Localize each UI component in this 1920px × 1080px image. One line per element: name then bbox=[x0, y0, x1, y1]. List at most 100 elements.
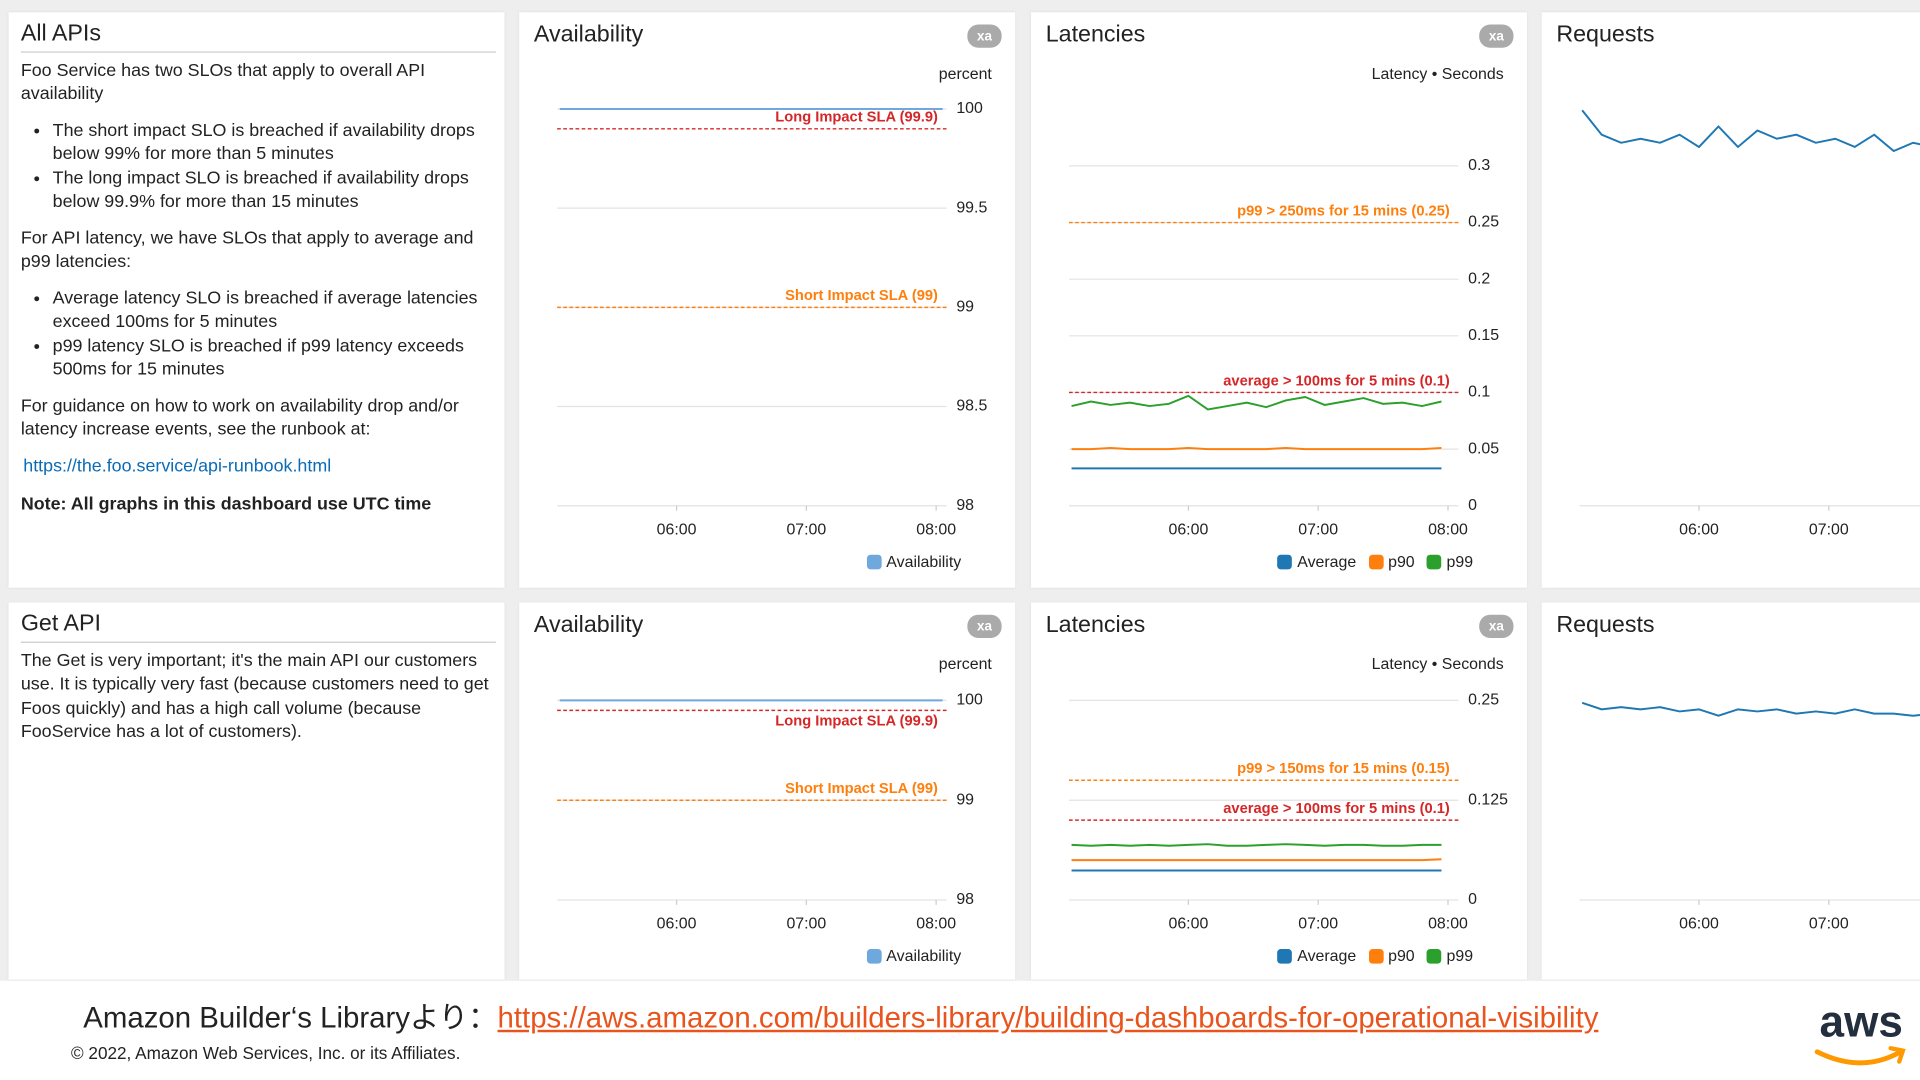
x-tick-label: 07:00 bbox=[1809, 521, 1849, 538]
panel: Availability xa percent 98 98.5 99 99.5 100 06:0… bbox=[519, 12, 1016, 588]
source-prefix: Amazon Builder‘s Libraryより： bbox=[83, 1001, 498, 1035]
chart: Latencies xa Latency • Seconds 0 0.125 0.25 06… bbox=[1046, 611, 1514, 933]
chart-title: Latencies bbox=[1046, 21, 1146, 47]
panel-title: Get API bbox=[20, 612, 496, 643]
legend-label: Availability bbox=[886, 552, 962, 571]
x-tick-label: 08:00 bbox=[1428, 916, 1468, 933]
paragraph: For guidance on how to work on availabil… bbox=[20, 396, 459, 440]
series-line bbox=[1071, 394, 1442, 411]
chart-title: Requests bbox=[1556, 611, 1654, 637]
panel: Latencies xa Latency • Seconds 0 0.05 0.1 0.15… bbox=[1031, 12, 1527, 588]
bullet: The long impact SLO is breached if avail… bbox=[53, 167, 496, 215]
legend-label: p99 bbox=[1446, 552, 1474, 571]
legend-item: Average bbox=[1277, 946, 1357, 965]
y-tick-label: 0.2 bbox=[1468, 270, 1490, 287]
legend-item: Availability bbox=[866, 946, 962, 965]
chart: Availability xa percent 98 98.5 99 99.5 100 06:0… bbox=[534, 21, 1002, 538]
bullet-list: Average latency SLO is breached if avera… bbox=[21, 287, 496, 383]
legend-swatch bbox=[1277, 948, 1293, 964]
legend-item: p99 bbox=[1426, 552, 1474, 571]
bullet: The short impact SLO is breached if avai… bbox=[53, 119, 496, 167]
panel: Latencies xa Latency • Seconds 0 0.125 0.25 06… bbox=[1031, 602, 1527, 980]
legend-label: p90 bbox=[1388, 552, 1415, 571]
legend-swatch bbox=[1426, 554, 1442, 570]
badge: xa bbox=[1489, 619, 1504, 634]
panel-title: All APIs bbox=[20, 22, 496, 53]
y-tick-label: 0 bbox=[1468, 891, 1477, 908]
legend-swatch bbox=[1277, 554, 1293, 570]
x-tick-label: 06:00 bbox=[657, 916, 697, 933]
y-tick-label: 0 bbox=[1468, 497, 1477, 514]
x-tick-label: 07:00 bbox=[1809, 916, 1849, 933]
bullet-list: The short impact SLO is breached if avai… bbox=[21, 119, 496, 215]
y-axis-label: Latency • Seconds bbox=[1372, 656, 1504, 673]
badge: xa bbox=[977, 619, 992, 634]
series-line bbox=[1581, 109, 1920, 153]
chart-title: Availability bbox=[534, 611, 644, 637]
copyright: © 2022, Amazon Web Services, Inc. or its… bbox=[71, 1043, 461, 1063]
legend-swatch bbox=[866, 554, 882, 570]
legend-item: Availability bbox=[866, 552, 962, 571]
panel: Availability xa percent 98 99 100 06:00 07:00 08… bbox=[519, 602, 1016, 980]
footer: Amazon Builder‘s Libraryより：https://aws.a… bbox=[0, 981, 1920, 1080]
badge: xa bbox=[977, 28, 992, 43]
runbook-link[interactable]: https://the.foo.service/api-runbook.html bbox=[23, 456, 332, 476]
y-tick-label: 0.15 bbox=[1468, 327, 1499, 344]
legend: Availability bbox=[866, 946, 962, 965]
legend-label: p90 bbox=[1388, 946, 1415, 965]
y-tick-label: 98 bbox=[956, 891, 974, 908]
legend-item: p90 bbox=[1368, 552, 1415, 571]
legend-swatch bbox=[1368, 948, 1384, 964]
legend-label: Average bbox=[1297, 946, 1357, 965]
chart-title: Latencies bbox=[1046, 611, 1146, 637]
y-tick-label: 98.5 bbox=[956, 398, 987, 415]
chart: Availability xa percent 98 99 100 06:00 07:00 08… bbox=[534, 611, 1002, 933]
bullet: p99 latency SLO is breached if p99 laten… bbox=[53, 335, 496, 383]
paragraph: The Get is very important; it's the main… bbox=[20, 650, 489, 743]
threshold-label: Long Impact SLA (99.9) bbox=[775, 110, 938, 126]
threshold-label: Long Impact SLA (99.9) bbox=[775, 713, 938, 729]
y-tick-label: 99 bbox=[956, 299, 974, 316]
x-tick-label: 07:00 bbox=[1298, 521, 1338, 538]
y-axis-label: Latency • Seconds bbox=[1372, 66, 1504, 83]
badge: xa bbox=[1489, 28, 1504, 43]
source-link[interactable]: https://aws.amazon.com/builders-library/… bbox=[497, 1001, 1599, 1035]
threshold-label: Short Impact SLA (99) bbox=[785, 288, 938, 304]
legend-label: Availability bbox=[886, 946, 962, 965]
x-tick-label: 08:00 bbox=[1428, 521, 1468, 538]
y-axis-label: percent bbox=[939, 656, 993, 673]
chart-title: Requests bbox=[1556, 21, 1654, 47]
series-line bbox=[1071, 446, 1442, 451]
panel: All APIs Foo Service has two SLOs that ap… bbox=[8, 12, 505, 588]
bullet: Average latency SLO is breached if avera… bbox=[53, 287, 496, 335]
logo-arrow bbox=[1888, 1046, 1906, 1064]
threshold-label: Short Impact SLA (99) bbox=[785, 781, 938, 797]
dashboard: All APIs Foo Service has two SLOs that ap… bbox=[0, 0, 1920, 981]
paragraph: For API latency, we have SLOs that apply… bbox=[20, 228, 474, 272]
threshold-label: p99 > 150ms for 15 mins (0.15) bbox=[1237, 761, 1450, 777]
legend-swatch bbox=[866, 948, 882, 964]
legend-item: Average bbox=[1277, 552, 1356, 571]
paragraph: Foo Service has two SLOs that apply to o… bbox=[20, 60, 426, 105]
x-tick-label: 08:00 bbox=[916, 916, 956, 933]
y-tick-label: 100 bbox=[956, 692, 983, 709]
y-tick-label: 0.05 bbox=[1468, 440, 1499, 457]
logo-text: aws bbox=[1820, 1000, 1903, 1046]
x-tick-label: 06:00 bbox=[1679, 916, 1719, 933]
badge-bg bbox=[967, 614, 1002, 638]
y-tick-label: 100 bbox=[956, 100, 983, 117]
y-tick-label: 0.3 bbox=[1468, 157, 1490, 174]
logo-smile bbox=[1814, 1049, 1903, 1066]
legend-swatch bbox=[1426, 948, 1442, 964]
x-tick-label: 07:00 bbox=[1298, 916, 1338, 933]
legend-label: p99 bbox=[1446, 946, 1474, 965]
threshold-label: average > 100ms for 5 mins (0.1) bbox=[1223, 373, 1450, 389]
legend-swatch bbox=[1368, 554, 1384, 570]
legend: Availability bbox=[866, 552, 962, 571]
series-line bbox=[1071, 858, 1442, 862]
panel: Get API The Get is very important; it's t… bbox=[8, 602, 505, 980]
threshold-label: p99 > 250ms for 15 mins (0.25) bbox=[1237, 203, 1450, 219]
x-tick-label: 06:00 bbox=[1168, 521, 1208, 538]
